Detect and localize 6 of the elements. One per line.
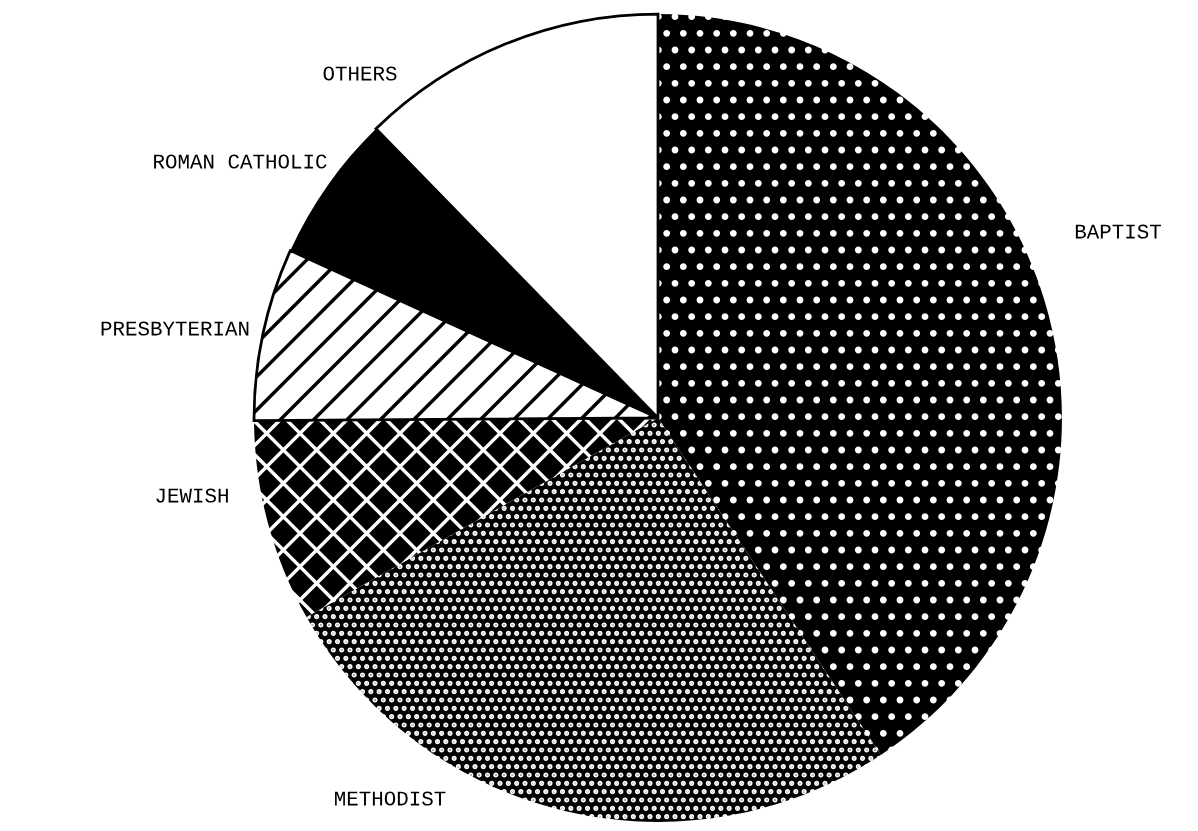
- slice-label: ROMAN CATHOLIC: [154, 154, 327, 169]
- slice-label: OTHERS: [323, 66, 397, 81]
- slice-label: JEWISH: [156, 488, 228, 503]
- slice-label: METHODIST: [335, 791, 446, 806]
- slice-label: BAPTIST: [1075, 224, 1161, 239]
- slice-label: PRESBYTERIAN: [101, 321, 249, 336]
